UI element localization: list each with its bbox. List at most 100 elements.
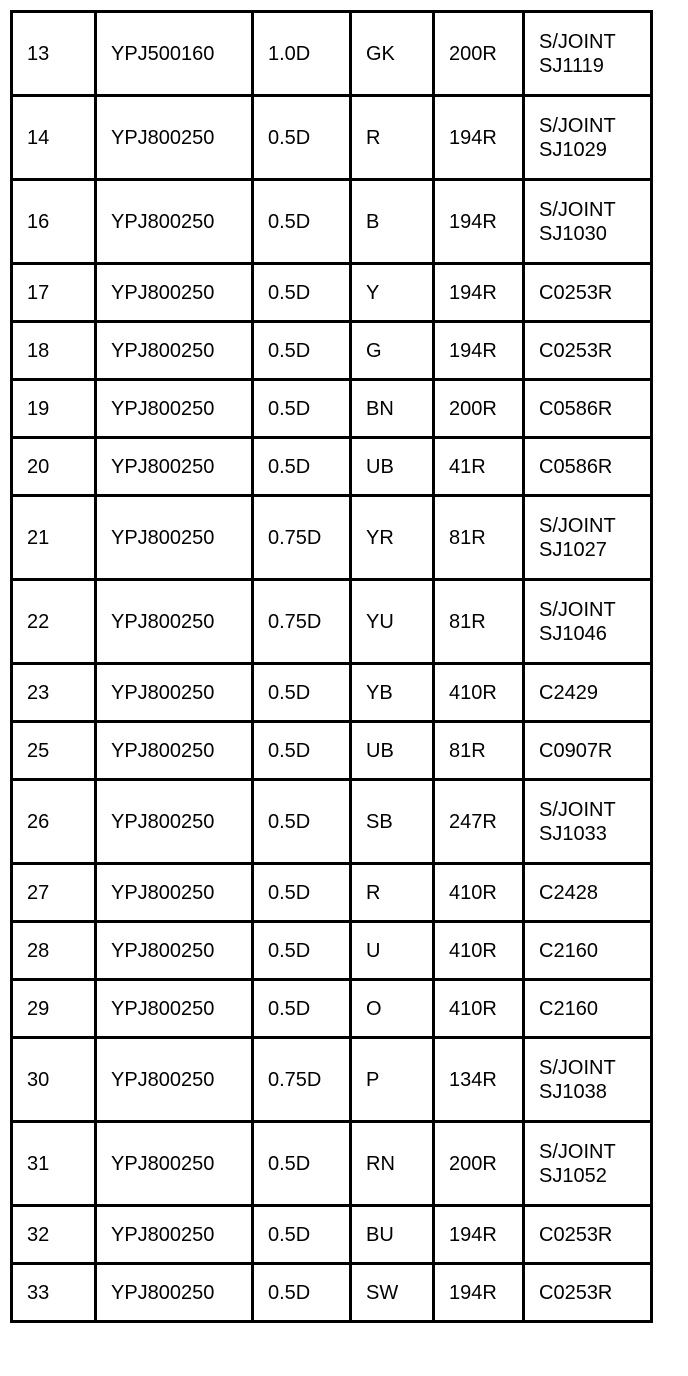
table-row: 21 YPJ800250 0.75D YR 81R S/JOINT SJ1027 [10, 494, 653, 581]
color-code-cell: G [349, 320, 435, 381]
size-cell: 1.0D [251, 10, 352, 97]
size-cell: 0.5D [251, 436, 352, 497]
size-cell: 0.5D [251, 320, 352, 381]
size-cell: 0.5D [251, 978, 352, 1039]
table-row: 23 YPJ800250 0.5D YB 410R C2429 [10, 662, 653, 723]
size-cell: 0.5D [251, 94, 352, 181]
part-number-cell: YPJ800250 [94, 94, 254, 181]
row-number-cell: 13 [10, 10, 97, 97]
color-code-cell: UB [349, 720, 435, 781]
color-code-cell: YB [349, 662, 435, 723]
table-row: 22 YPJ800250 0.75D YU 81R S/JOINT SJ1046 [10, 578, 653, 665]
row-number-cell: 33 [10, 1262, 97, 1323]
table-row: 14 YPJ800250 0.5D R 194R S/JOINT SJ1029 [10, 94, 653, 181]
table-row: 31 YPJ800250 0.5D RN 200R S/JOINT SJ1052 [10, 1120, 653, 1207]
color-code-cell: Y [349, 262, 435, 323]
part-number-cell: YPJ800250 [94, 920, 254, 981]
color-code-cell: P [349, 1036, 435, 1123]
row-number-cell: 32 [10, 1204, 97, 1265]
connection-cell: C0253R [522, 1262, 653, 1323]
table-row: 33 YPJ800250 0.5D SW 194R C0253R [10, 1262, 653, 1323]
length-cell: 247R [432, 778, 525, 865]
color-code-cell: SB [349, 778, 435, 865]
length-cell: 81R [432, 494, 525, 581]
row-number-cell: 29 [10, 978, 97, 1039]
part-number-cell: YPJ800250 [94, 1204, 254, 1265]
part-number-cell: YPJ800250 [94, 436, 254, 497]
length-cell: 81R [432, 720, 525, 781]
size-cell: 0.5D [251, 1204, 352, 1265]
color-code-cell: UB [349, 436, 435, 497]
row-number-cell: 17 [10, 262, 97, 323]
part-number-cell: YPJ800250 [94, 978, 254, 1039]
row-number-cell: 25 [10, 720, 97, 781]
row-number-cell: 16 [10, 178, 97, 265]
part-number-cell: YPJ800250 [94, 320, 254, 381]
length-cell: 194R [432, 178, 525, 265]
connection-cell: C0907R [522, 720, 653, 781]
table-row: 27 YPJ800250 0.5D R 410R C2428 [10, 862, 653, 923]
size-cell: 0.75D [251, 1036, 352, 1123]
size-cell: 0.5D [251, 378, 352, 439]
length-cell: 194R [432, 320, 525, 381]
table-row: 20 YPJ800250 0.5D UB 41R C0586R [10, 436, 653, 497]
length-cell: 194R [432, 94, 525, 181]
size-cell: 0.5D [251, 862, 352, 923]
table-row: 28 YPJ800250 0.5D U 410R C2160 [10, 920, 653, 981]
color-code-cell: RN [349, 1120, 435, 1207]
table-row: 13 YPJ500160 1.0D GK 200R S/JOINT SJ1119 [10, 10, 653, 97]
connection-cell: S/JOINT SJ1029 [522, 94, 653, 181]
length-cell: 200R [432, 1120, 525, 1207]
part-number-cell: YPJ800250 [94, 378, 254, 439]
row-number-cell: 28 [10, 920, 97, 981]
connection-cell: S/JOINT SJ1046 [522, 578, 653, 665]
part-number-cell: YPJ800250 [94, 494, 254, 581]
connection-cell: S/JOINT SJ1027 [522, 494, 653, 581]
size-cell: 0.5D [251, 178, 352, 265]
length-cell: 200R [432, 378, 525, 439]
part-number-cell: YPJ800250 [94, 262, 254, 323]
length-cell: 194R [432, 1204, 525, 1265]
size-cell: 0.5D [251, 920, 352, 981]
part-number-cell: YPJ800250 [94, 578, 254, 665]
length-cell: 410R [432, 978, 525, 1039]
length-cell: 194R [432, 262, 525, 323]
connection-cell: S/JOINT SJ1030 [522, 178, 653, 265]
table-row: 32 YPJ800250 0.5D BU 194R C0253R [10, 1204, 653, 1265]
color-code-cell: B [349, 178, 435, 265]
length-cell: 81R [432, 578, 525, 665]
connection-cell: C2160 [522, 978, 653, 1039]
size-cell: 0.5D [251, 720, 352, 781]
row-number-cell: 31 [10, 1120, 97, 1207]
connection-cell: C2429 [522, 662, 653, 723]
table-row: 25 YPJ800250 0.5D UB 81R C0907R [10, 720, 653, 781]
part-number-cell: YPJ800250 [94, 662, 254, 723]
table-row: 29 YPJ800250 0.5D O 410R C2160 [10, 978, 653, 1039]
row-number-cell: 26 [10, 778, 97, 865]
length-cell: 41R [432, 436, 525, 497]
color-code-cell: BU [349, 1204, 435, 1265]
length-cell: 410R [432, 920, 525, 981]
connection-cell: C0253R [522, 320, 653, 381]
connection-cell: S/JOINT SJ1119 [522, 10, 653, 97]
row-number-cell: 23 [10, 662, 97, 723]
connection-cell: S/JOINT SJ1033 [522, 778, 653, 865]
size-cell: 0.5D [251, 1262, 352, 1323]
color-code-cell: U [349, 920, 435, 981]
part-number-cell: YPJ800250 [94, 778, 254, 865]
row-number-cell: 20 [10, 436, 97, 497]
part-number-cell: YPJ500160 [94, 10, 254, 97]
color-code-cell: R [349, 862, 435, 923]
row-number-cell: 27 [10, 862, 97, 923]
table-row: 18 YPJ800250 0.5D G 194R C0253R [10, 320, 653, 381]
color-code-cell: YU [349, 578, 435, 665]
row-number-cell: 21 [10, 494, 97, 581]
connection-cell: C0586R [522, 378, 653, 439]
part-number-cell: YPJ800250 [94, 720, 254, 781]
size-cell: 0.75D [251, 494, 352, 581]
length-cell: 200R [432, 10, 525, 97]
connection-cell: C2428 [522, 862, 653, 923]
size-cell: 0.5D [251, 262, 352, 323]
color-code-cell: O [349, 978, 435, 1039]
part-number-cell: YPJ800250 [94, 178, 254, 265]
